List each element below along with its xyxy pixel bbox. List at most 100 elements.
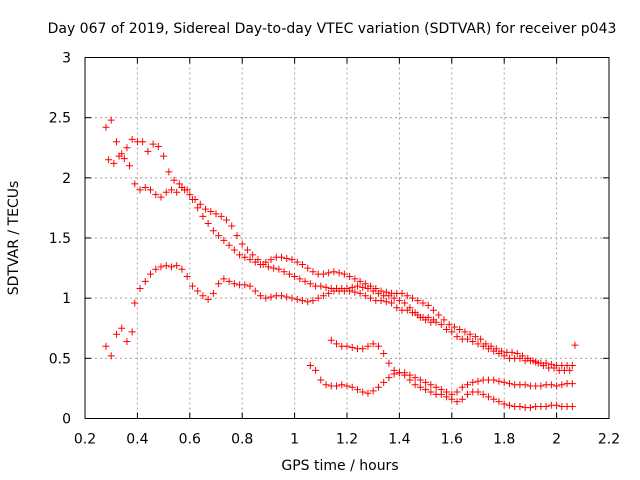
y-tick-label: 2 [62, 171, 71, 187]
data-point-arc-c [257, 292, 265, 300]
data-point-arc-c [141, 277, 149, 285]
data-point-arc-a [469, 337, 477, 345]
data-point-arc-e [443, 388, 451, 396]
data-point-arc-b [419, 299, 427, 307]
data-point-arc-b [424, 301, 432, 309]
data-point-arc-d [306, 362, 314, 370]
data-point-arc-b [487, 342, 495, 350]
data-point-arc-c [230, 280, 238, 288]
data-point-arc-c [131, 299, 139, 307]
data-point-arc-d [333, 382, 341, 390]
data-point-arc-a [474, 340, 482, 348]
y-tick-label: 0.5 [49, 351, 71, 367]
data-point-arc-d [568, 402, 576, 410]
data-point-arc-a [500, 352, 508, 360]
data-point-arc-c [388, 299, 396, 307]
data-point-arc-a [322, 283, 330, 291]
data-point-arc-d [416, 383, 424, 391]
grid-layer [85, 57, 609, 419]
data-point-arc-a [102, 123, 110, 131]
data-point-arc-b [157, 193, 165, 201]
data-point-arc-d [353, 386, 361, 394]
data-point-arc-a [212, 210, 220, 218]
x-tick-label: 2 [552, 432, 561, 448]
data-point-arc-d [474, 388, 482, 396]
data-point-arc-b [445, 321, 453, 329]
data-point-arc-b [110, 159, 118, 167]
data-point-arc-a [437, 321, 445, 329]
data-point-arc-b [204, 220, 212, 228]
data-point-arc-c [246, 282, 254, 290]
data-point-arc-e [500, 378, 508, 386]
data-point-arc-a [285, 270, 293, 278]
data-point-arc-b [398, 289, 406, 297]
data-point-arc-d [364, 389, 372, 397]
data-point-arc-c [351, 288, 359, 296]
data-point-arc-c [278, 292, 285, 300]
data-point-arc-a [186, 191, 194, 199]
data-point-arc-c [262, 294, 270, 302]
data-point-arc-b [173, 188, 181, 196]
data-point-arc-b [319, 270, 327, 278]
data-point-arc-b [492, 345, 500, 353]
data-point-arc-a [296, 275, 304, 283]
data-point-arc-a [264, 263, 272, 271]
data-point-arc-b [262, 258, 270, 266]
data-point-arc-a [149, 140, 157, 148]
x-tick-label: 1.8 [493, 432, 515, 448]
data-point-arc-c [215, 280, 223, 288]
data-point-arc-d [516, 402, 524, 410]
tick-layer: 0.2 0.4 0.6 0.8 1 1.2 1.4 1.6 1.8 2 2.2 0 0.5 1 1.5 2 2.… [49, 51, 620, 448]
x-tick-label: 0.4 [126, 432, 148, 448]
data-point-arc-e [469, 378, 477, 386]
data-point-arc-e [416, 376, 424, 384]
data-point-arc-a [170, 176, 178, 184]
data-point-arc-e [327, 336, 335, 344]
data-point-arc-a [547, 360, 555, 368]
data-point-arc-a [107, 116, 115, 124]
data-point-arc-e [448, 390, 456, 398]
data-point-arc-b [126, 162, 134, 170]
data-point-arc-b [209, 227, 217, 235]
data-point-arc-d [553, 401, 561, 409]
data-point-arc-e [537, 382, 545, 390]
data-point-arc-e [385, 359, 393, 367]
data-point-arc-c [409, 309, 416, 317]
data-point-arc-d [343, 382, 351, 390]
data-point-arc-b [167, 186, 175, 194]
data-point-arc-a [217, 212, 225, 220]
data-point-arc-b [162, 188, 170, 196]
data-point-arc-b [230, 246, 238, 254]
data-point-arc-c [152, 265, 160, 273]
data-point-arc-b [382, 288, 390, 296]
data-point-arc-c [346, 287, 354, 295]
data-point-arc-b [131, 180, 139, 188]
data-point-arc-a [228, 222, 236, 230]
chart-title: Day 067 of 2019, Sidereal Day-to-day VTE… [48, 21, 617, 37]
data-point-arc-e [364, 342, 372, 350]
data-point-arc-d [490, 395, 498, 403]
data-point-arc-c [429, 316, 437, 324]
data-point-arc-e [422, 378, 430, 386]
data-point-arc-e [380, 350, 388, 358]
data-point-arc-e [547, 381, 555, 389]
data-point-arc-b [372, 285, 380, 293]
data-point-arc-a [123, 144, 131, 152]
x-tick-label: 2.2 [598, 432, 620, 448]
data-point-arc-c [102, 342, 110, 350]
data-point-arc-a [317, 282, 325, 290]
data-point-arc-a [165, 168, 173, 176]
data-point-arc-b [257, 260, 265, 268]
data-point-arc-b [251, 258, 259, 266]
data-point-arc-b [414, 297, 422, 305]
data-point-arc-d [526, 404, 534, 412]
data-point-arc-a [453, 333, 461, 341]
x-tick-label: 1.2 [336, 432, 358, 448]
data-point-arc-c [204, 295, 212, 303]
data-point-arc-b [513, 350, 521, 358]
data-point-arc-c [325, 289, 333, 297]
data-point-arc-e [432, 383, 440, 391]
data-point-arc-b [183, 186, 191, 194]
data-point-arc-e [406, 371, 414, 379]
